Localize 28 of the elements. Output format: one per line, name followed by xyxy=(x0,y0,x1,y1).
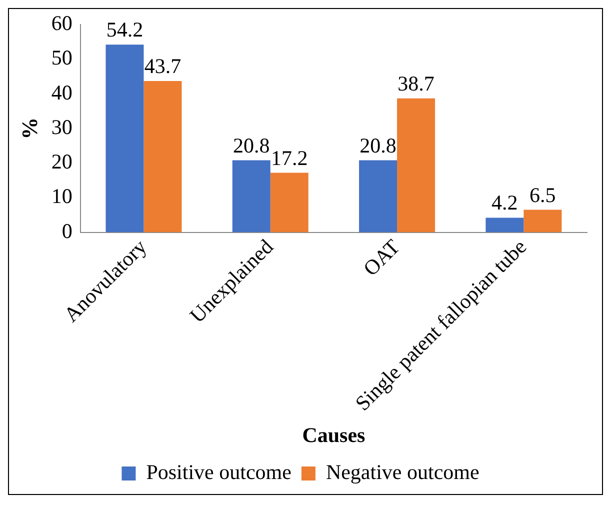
x-tick-label: OAT xyxy=(358,234,405,280)
y-tick-label: 0 xyxy=(62,218,72,243)
data-label: 38.7 xyxy=(398,71,434,96)
legend-label: Positive outcome xyxy=(146,460,292,484)
x-axis-title: Causes xyxy=(302,422,366,447)
data-label: 4.2 xyxy=(492,190,518,215)
bar xyxy=(232,160,270,232)
y-tick-label: 10 xyxy=(51,184,72,208)
bar xyxy=(144,81,182,232)
y-tick-label: 50 xyxy=(51,46,72,70)
data-label: 6.5 xyxy=(530,182,556,207)
data-label: 43.7 xyxy=(144,54,182,78)
y-axis-title: % xyxy=(16,117,42,140)
bar xyxy=(270,172,308,232)
data-label: 17.2 xyxy=(270,146,308,170)
y-tick-label: 20 xyxy=(51,150,72,174)
bar xyxy=(106,44,144,232)
legend-label: Negative outcome xyxy=(326,460,480,484)
y-tick-label: 40 xyxy=(51,80,72,104)
y-tick-label: 60 xyxy=(51,11,72,36)
data-label: 20.8 xyxy=(233,133,270,158)
data-label: 20.8 xyxy=(360,133,396,158)
bar xyxy=(359,160,398,232)
y-tick-label: 30 xyxy=(51,114,72,139)
data-label: 54.2 xyxy=(106,18,144,42)
bar xyxy=(397,98,436,232)
bar xyxy=(486,218,524,232)
bar xyxy=(524,210,562,232)
